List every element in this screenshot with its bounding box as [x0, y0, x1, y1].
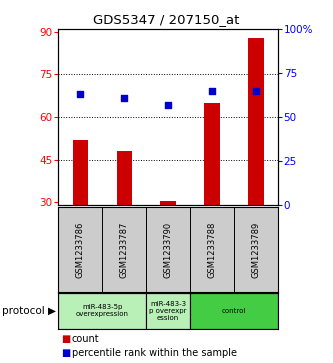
Text: miR-483-3
p overexpr
ession: miR-483-3 p overexpr ession	[150, 301, 187, 321]
Text: GSM1233787: GSM1233787	[120, 221, 129, 278]
Text: count: count	[72, 334, 99, 344]
Bar	[146, 293, 190, 329]
Text: GSM1233788: GSM1233788	[207, 221, 217, 278]
Bar	[190, 293, 278, 329]
Text: GSM1233786: GSM1233786	[76, 221, 85, 278]
Point	[122, 95, 127, 101]
Point	[166, 102, 171, 108]
Point	[78, 91, 83, 97]
Text: GSM1233790: GSM1233790	[164, 221, 173, 278]
Text: GSM1233789: GSM1233789	[251, 221, 261, 278]
Point	[209, 88, 215, 94]
Bar	[161, 201, 176, 205]
Bar	[248, 37, 264, 205]
Text: GDS5347 / 207150_at: GDS5347 / 207150_at	[93, 13, 240, 26]
Text: ■: ■	[62, 348, 71, 358]
Bar	[58, 293, 146, 329]
Text: miR-483-5p
overexpression: miR-483-5p overexpression	[76, 304, 129, 317]
Text: protocol ▶: protocol ▶	[2, 306, 56, 316]
Text: control: control	[222, 308, 246, 314]
Point	[253, 88, 259, 94]
Bar	[117, 151, 132, 205]
Text: percentile rank within the sample: percentile rank within the sample	[72, 348, 236, 358]
Bar	[204, 103, 220, 205]
Text: ■: ■	[62, 334, 71, 344]
Bar	[73, 140, 88, 205]
